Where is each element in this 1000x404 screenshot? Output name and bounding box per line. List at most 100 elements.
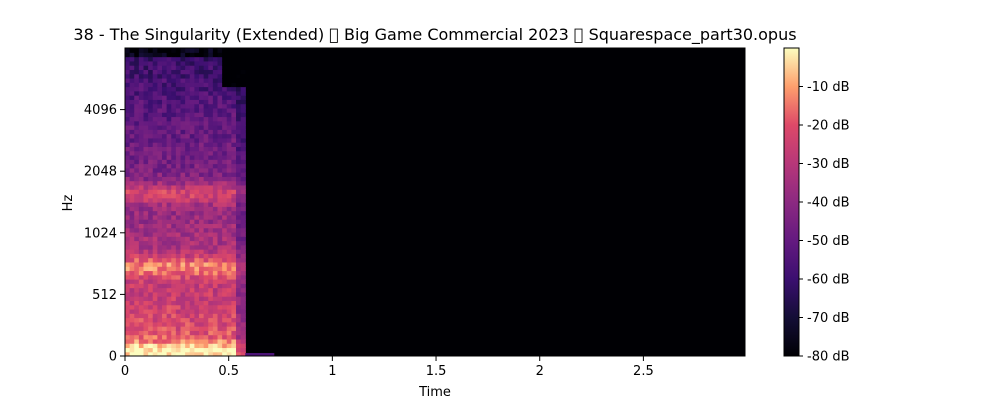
spectrogram-cell	[162, 65, 168, 70]
spectrogram-cell	[125, 308, 131, 314]
spectrogram-cell	[212, 73, 219, 79]
spectrogram-cell	[226, 142, 232, 147]
spectrogram-cell	[166, 283, 172, 289]
spectrogram-cell	[162, 99, 168, 105]
spectrogram-cell	[143, 95, 149, 100]
spectrogram-cell	[138, 116, 145, 122]
spectrogram-cell	[129, 266, 135, 272]
spectrogram-cell	[236, 330, 242, 336]
spectrogram-cell	[134, 296, 140, 301]
spectrogram-cell	[236, 77, 242, 83]
spectrogram-cell	[203, 287, 209, 293]
spectrogram-cell	[171, 150, 177, 156]
spectrogram-cell	[199, 82, 205, 88]
spectrogram-cell	[231, 210, 237, 216]
spectrogram-cell	[171, 193, 177, 199]
spectrogram-cell	[203, 150, 209, 156]
spectrogram-cell	[226, 133, 232, 139]
spectrogram-tail	[245, 353, 275, 356]
spectrogram-cell	[129, 326, 135, 331]
spectrogram-cell	[194, 270, 200, 276]
spectrogram-cell	[148, 261, 154, 267]
spectrogram-cell	[236, 99, 242, 105]
spectrogram-cell	[189, 279, 195, 284]
spectrogram-cell	[148, 189, 154, 195]
spectrogram-cell	[231, 270, 237, 276]
spectrogram-cell	[162, 338, 168, 344]
spectrogram-cell	[157, 77, 163, 83]
spectrogram-cell	[125, 338, 131, 344]
spectrogram-cell	[125, 270, 131, 276]
spectrogram-cell	[185, 65, 191, 70]
spectrogram-cell	[240, 330, 246, 336]
spectrogram-cell	[148, 103, 154, 109]
spectrogram-cell	[129, 163, 135, 169]
spectrogram-cell	[157, 343, 163, 349]
spectrogram-cell	[222, 137, 228, 143]
spectrogram-cell	[189, 176, 195, 182]
spectrogram-cell	[208, 223, 214, 229]
spectrogram-cell	[129, 270, 135, 276]
spectrogram-cell	[231, 60, 237, 66]
spectrogram-cell	[129, 261, 135, 267]
spectrogram-cell	[199, 137, 205, 143]
spectrogram-cell	[148, 107, 154, 113]
spectrogram-cell	[134, 163, 140, 169]
spectrogram-cell	[203, 82, 209, 88]
spectrogram-cell	[125, 231, 131, 237]
spectrogram-cell	[217, 193, 223, 199]
spectrogram-cell	[189, 69, 195, 75]
spectrogram-cell	[129, 343, 135, 349]
spectrogram-cell	[185, 52, 191, 58]
spectrogram-cell	[166, 65, 172, 70]
spectrogram-cell	[226, 159, 232, 165]
spectrogram-cell	[212, 103, 219, 109]
spectrogram-cell	[166, 193, 172, 199]
spectrogram-cell	[217, 206, 223, 212]
spectrogram-cell	[194, 214, 200, 220]
spectrogram-cell	[148, 313, 154, 319]
spectrogram-cell	[138, 227, 145, 233]
spectrogram-cell	[217, 56, 223, 62]
spectrogram-cell	[212, 253, 219, 259]
spectrogram-cell	[143, 244, 149, 250]
spectrogram-cell	[208, 116, 214, 122]
spectrogram-cell	[143, 159, 149, 165]
spectrogram-cell	[148, 202, 154, 207]
spectrogram-cell	[171, 60, 177, 66]
spectrogram-cell	[231, 129, 237, 135]
spectrogram-cell	[171, 300, 177, 306]
spectrogram-cell	[148, 279, 154, 284]
spectrogram-cell	[208, 167, 214, 173]
spectrogram-cell	[203, 176, 209, 182]
spectrogram-cell	[129, 125, 135, 130]
spectrogram-cell	[194, 52, 200, 58]
spectrogram-cell	[166, 154, 172, 160]
spectrogram-cell	[175, 283, 182, 289]
spectrogram-cell	[171, 257, 177, 263]
spectrogram-cell	[217, 270, 223, 276]
spectrogram-cell	[134, 244, 140, 250]
spectrogram-cell	[236, 210, 242, 216]
spectrogram-cell	[199, 244, 205, 250]
spectrogram-cell	[134, 321, 140, 327]
spectrogram-cell	[175, 287, 182, 293]
spectrogram-cell	[203, 227, 209, 233]
spectrogram-cell	[152, 48, 158, 53]
spectrogram-cell	[125, 197, 131, 203]
spectrogram-cell	[171, 133, 177, 139]
spectrogram-cell	[134, 283, 140, 289]
spectrogram-cell	[129, 214, 135, 220]
spectrogram-cell	[222, 304, 228, 310]
spectrogram-cell	[231, 167, 237, 173]
spectrogram-cell	[240, 347, 246, 353]
spectrogram-cell	[162, 48, 168, 53]
spectrogram-cell	[143, 176, 149, 182]
spectrogram-cell	[143, 116, 149, 122]
spectrogram-cell	[138, 184, 145, 190]
spectrogram-cell	[129, 77, 135, 83]
spectrogram-cell	[171, 202, 177, 207]
spectrogram-cell	[203, 253, 209, 259]
spectrogram-cell	[226, 202, 232, 207]
